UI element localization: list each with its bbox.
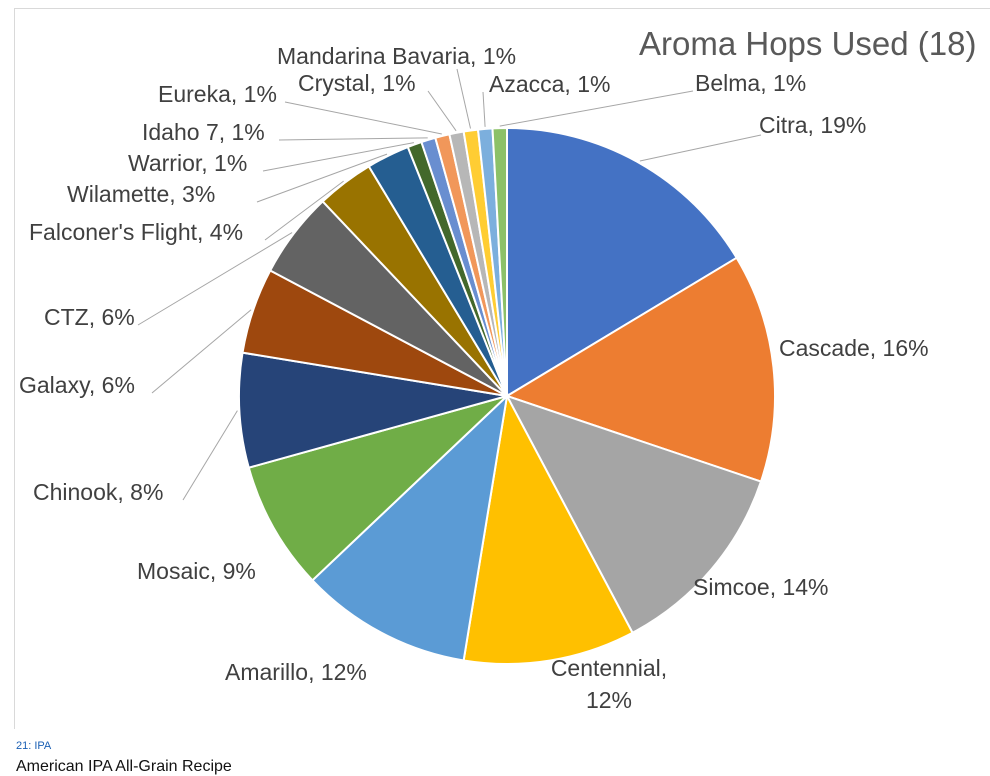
data-labels: Citra, 19% Cascade, 16% Simcoe, 14% Centenn… (19, 43, 929, 713)
leader-line-warrior (262, 142, 414, 172)
pie-slice-amarillo (311, 393, 509, 662)
leader-line-mandarina-bavaria (456, 68, 471, 129)
pie-slice-cascade (504, 256, 776, 483)
pie-slices (238, 126, 776, 665)
leader-line-falconer-s-flight (264, 180, 344, 241)
data-label-warrior: Warrior, 1% (128, 150, 247, 176)
leader-line-crystal (427, 90, 457, 132)
leader-lines (137, 68, 762, 501)
leader-line-belma (499, 90, 694, 127)
data-label-idaho-7: Idaho 7, 1% (142, 119, 265, 145)
pie-slice-belma (491, 126, 508, 397)
leader-line-idaho-7 (278, 137, 428, 141)
chart-title: Aroma Hops Used (18) (639, 25, 977, 62)
leader-line-galaxy (151, 309, 252, 394)
pie-slice-simcoe (504, 394, 763, 635)
leader-line-eureka (284, 101, 442, 135)
leader-line-azacca (482, 91, 486, 127)
data-label-falconer-s-flight: Falconer's Flight, 4% (29, 219, 243, 245)
leader-line-wilamette (256, 153, 388, 203)
leader-line-chinook (182, 410, 238, 501)
data-label-azacca: Azacca, 1% (489, 71, 610, 97)
data-label-crystal: Crystal, 1% (298, 70, 416, 96)
category-link[interactable]: 21: IPA (16, 740, 52, 752)
data-label-wilamette: Wilamette, 3% (67, 181, 215, 207)
data-label-cascade: Cascade, 16% (779, 335, 929, 361)
leader-line-ctz (137, 232, 293, 326)
recipe-title: American IPA All-Grain Recipe (16, 758, 232, 775)
data-label-mandarina-bavaria: Mandarina Bavaria, 1% (277, 43, 516, 69)
leader-line-citra (639, 134, 762, 162)
data-label-galaxy: Galaxy, 6% (19, 372, 135, 398)
data-label-belma: Belma, 1% (695, 70, 806, 96)
data-label-citra: Citra, 19% (759, 112, 866, 138)
data-label-centennial: Centennial, 12% (551, 655, 667, 713)
data-label-chinook: Chinook, 8% (33, 479, 163, 505)
data-label-simcoe: Simcoe, 14% (693, 574, 829, 600)
data-label-eureka: Eureka, 1% (158, 81, 277, 107)
data-label-ctz: CTZ, 6% (44, 304, 135, 330)
data-label-mosaic: Mosaic, 9% (137, 558, 256, 584)
chart-area: Citra, 19% Cascade, 16% Simcoe, 14% Centenn… (14, 8, 990, 729)
pie-slice-citra (506, 126, 739, 398)
data-label-amarillo: Amarillo, 12% (225, 659, 367, 685)
pie-slice-centennial (462, 392, 634, 665)
pie-slice-mosaic (247, 395, 508, 582)
pie-slice-chinook (238, 351, 508, 469)
pie-chart: Citra, 19% Cascade, 16% Simcoe, 14% Centenn… (19, 43, 929, 713)
